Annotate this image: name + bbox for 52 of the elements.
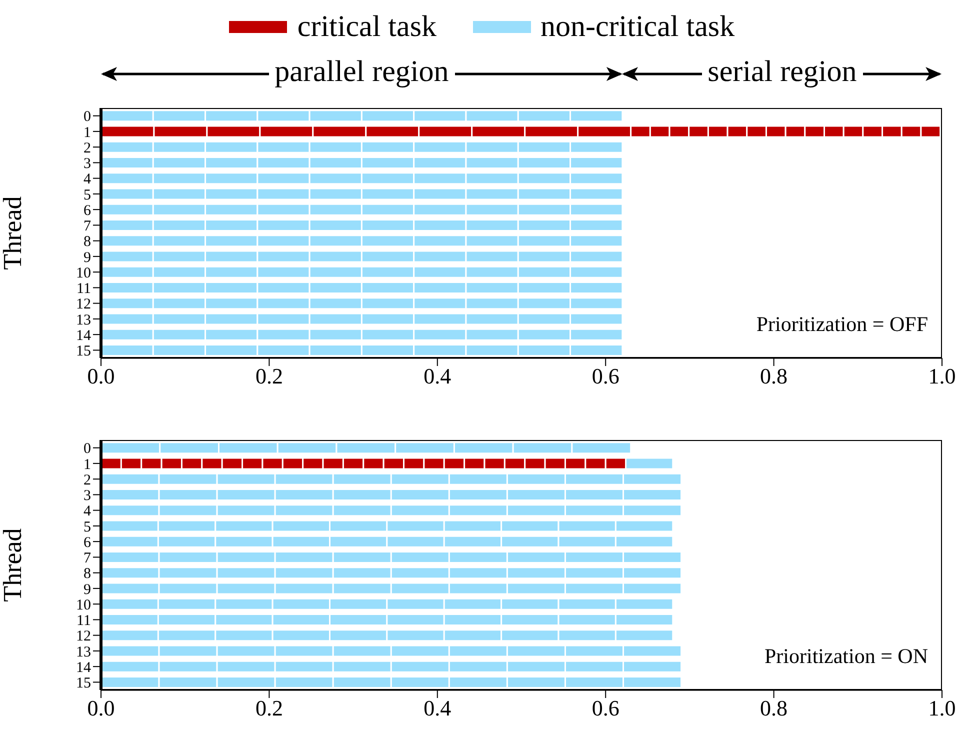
x-tick-label: 0.8 <box>760 696 788 721</box>
y-tick-label: 8 <box>84 234 91 250</box>
y-tick-label: 13 <box>76 644 91 660</box>
y-tick-label: 3 <box>84 156 91 172</box>
y-tick-label: 12 <box>76 628 91 645</box>
x-tick-label: 0.4 <box>424 696 452 721</box>
y-tick-label: 4 <box>84 172 92 188</box>
y-tick-label: 2 <box>84 472 91 488</box>
x-tick-label: 0.2 <box>255 364 283 389</box>
annotation: Prioritization = OFF <box>756 312 928 337</box>
y-tick-label: 1 <box>84 456 91 473</box>
y-tick-label: 7 <box>84 218 92 235</box>
y-tick-label: 15 <box>76 344 91 360</box>
y-tick-label: 14 <box>76 328 92 344</box>
y-tick-label: 3 <box>84 488 91 504</box>
y-tick-label: 8 <box>84 566 91 582</box>
x-tick-label: 1.0 <box>928 364 956 389</box>
y-tick-label: 5 <box>84 519 91 536</box>
x-tick-label: 0.4 <box>424 364 452 389</box>
y-tick-label: 9 <box>84 582 91 598</box>
x-tick-label: 1.0 <box>928 696 956 721</box>
text: parallel region <box>268 55 455 89</box>
legend-label: non-critical task <box>540 10 735 44</box>
y-axis-title: Thread <box>0 528 28 602</box>
y-tick-label: 5 <box>84 187 91 204</box>
text: serial region <box>702 55 863 89</box>
x-tick-label: 0.0 <box>87 364 115 389</box>
x-tick-label: 0.0 <box>87 696 115 721</box>
y-tick-label: 6 <box>84 202 92 219</box>
legend-label: critical task <box>297 10 436 44</box>
y-tick-label: 15 <box>76 676 91 692</box>
y-tick-label: 0 <box>84 441 91 458</box>
y-tick-label: 2 <box>84 140 91 156</box>
y-tick-label: 11 <box>76 281 91 298</box>
x-tick-label: 0.6 <box>592 364 620 389</box>
x-tick-label: 0.8 <box>760 364 788 389</box>
x-tick-label: 0.6 <box>592 696 620 721</box>
x-tick-label: 0.2 <box>255 696 283 721</box>
y-tick-label: 10 <box>76 265 91 282</box>
y-tick-label: 12 <box>76 296 91 313</box>
y-tick-label: 10 <box>76 597 91 614</box>
y-tick-label: 1 <box>84 124 91 141</box>
annotation: Prioritization = ON <box>764 644 928 669</box>
y-tick-label: 9 <box>84 250 91 266</box>
y-axis-title: Thread <box>0 196 28 270</box>
y-tick-label: 11 <box>76 613 91 630</box>
y-tick-label: 4 <box>84 504 92 520</box>
y-tick-label: 14 <box>76 660 92 676</box>
y-tick-label: 6 <box>84 534 92 551</box>
y-tick-label: 13 <box>76 312 91 328</box>
y-tick-label: 0 <box>84 109 91 126</box>
y-tick-label: 7 <box>84 550 92 567</box>
